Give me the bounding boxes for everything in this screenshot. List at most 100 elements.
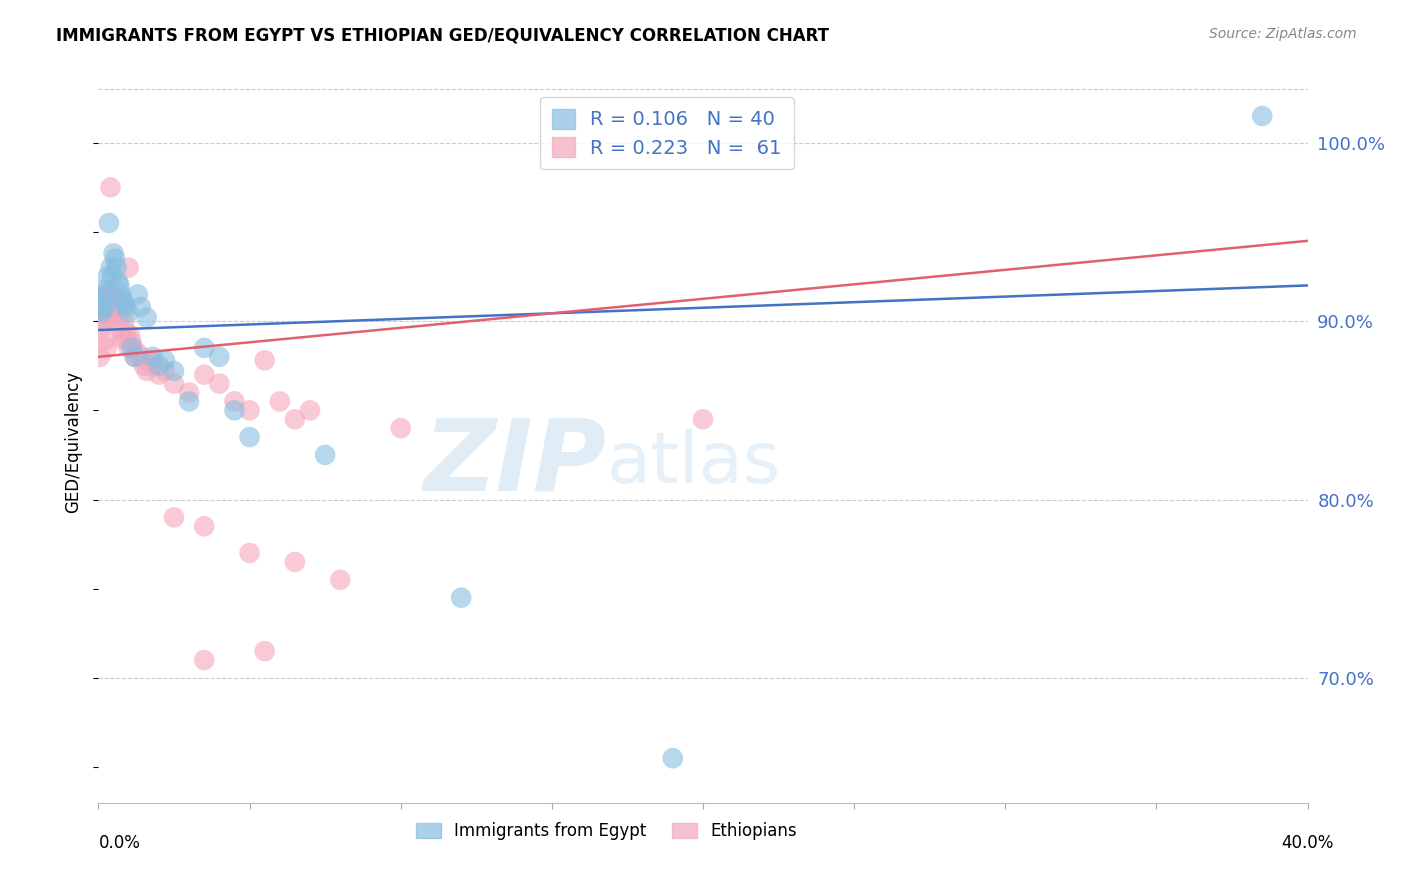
Text: Source: ZipAtlas.com: Source: ZipAtlas.com bbox=[1209, 27, 1357, 41]
Point bbox=[163, 376, 186, 391]
Point bbox=[314, 448, 336, 462]
Legend: Immigrants from Egypt, Ethiopians: Immigrants from Egypt, Ethiopians bbox=[409, 815, 803, 847]
Text: atlas: atlas bbox=[606, 429, 780, 498]
Point bbox=[148, 368, 170, 382]
Point bbox=[107, 275, 129, 289]
Point bbox=[661, 751, 683, 765]
Text: 0.0%: 0.0% bbox=[98, 834, 141, 852]
Y-axis label: GED/Equivalency: GED/Equivalency bbox=[65, 370, 83, 513]
Point bbox=[93, 296, 115, 310]
Point bbox=[153, 353, 176, 368]
Point bbox=[105, 300, 128, 314]
Point bbox=[107, 296, 129, 310]
Point bbox=[193, 341, 215, 355]
Point bbox=[104, 293, 127, 307]
Point bbox=[114, 323, 136, 337]
Point bbox=[284, 555, 307, 569]
Point bbox=[153, 364, 176, 378]
Point bbox=[89, 350, 111, 364]
Point bbox=[94, 300, 117, 314]
Point bbox=[110, 323, 132, 337]
Point bbox=[98, 287, 121, 301]
Point bbox=[112, 314, 135, 328]
Point bbox=[224, 394, 246, 409]
Point bbox=[96, 332, 118, 346]
Point bbox=[93, 287, 115, 301]
Point bbox=[100, 180, 122, 194]
Point bbox=[89, 296, 111, 310]
Point bbox=[389, 421, 412, 435]
Point bbox=[120, 328, 142, 343]
Point bbox=[103, 314, 125, 328]
Point bbox=[127, 287, 149, 301]
Point bbox=[118, 341, 141, 355]
Point bbox=[105, 260, 128, 275]
Point bbox=[142, 350, 165, 364]
Point bbox=[129, 300, 152, 314]
Point bbox=[269, 394, 291, 409]
Point bbox=[101, 269, 124, 284]
Point bbox=[253, 353, 276, 368]
Point bbox=[121, 335, 143, 350]
Point bbox=[98, 296, 121, 310]
Point bbox=[91, 296, 114, 310]
Point bbox=[129, 350, 152, 364]
Point bbox=[179, 394, 201, 409]
Point bbox=[121, 341, 143, 355]
Point bbox=[93, 301, 115, 316]
Point bbox=[91, 287, 114, 301]
Point bbox=[124, 350, 146, 364]
Point bbox=[110, 287, 132, 301]
Point bbox=[239, 546, 262, 560]
Point bbox=[132, 359, 155, 373]
Point bbox=[94, 282, 117, 296]
Point bbox=[239, 403, 262, 417]
Point bbox=[122, 341, 145, 355]
Point bbox=[179, 385, 201, 400]
Point bbox=[224, 403, 246, 417]
Point bbox=[142, 359, 165, 373]
Point bbox=[692, 412, 714, 426]
Point bbox=[111, 293, 134, 307]
Text: ZIP: ZIP bbox=[423, 415, 606, 512]
Point bbox=[100, 305, 122, 319]
Point bbox=[193, 519, 215, 533]
Point bbox=[111, 332, 134, 346]
Point bbox=[135, 364, 157, 378]
Point bbox=[118, 305, 141, 319]
Point bbox=[127, 346, 149, 360]
Point bbox=[253, 644, 276, 658]
Point bbox=[94, 293, 117, 307]
Point bbox=[90, 300, 112, 314]
Point bbox=[108, 278, 131, 293]
Point bbox=[91, 305, 114, 319]
Point bbox=[1251, 109, 1274, 123]
Point bbox=[104, 252, 127, 266]
Point bbox=[93, 314, 115, 328]
Point bbox=[90, 291, 112, 305]
Point bbox=[96, 341, 118, 355]
Point bbox=[239, 430, 262, 444]
Point bbox=[193, 653, 215, 667]
Point bbox=[91, 305, 114, 319]
Point bbox=[163, 364, 186, 378]
Point bbox=[193, 368, 215, 382]
Text: IMMIGRANTS FROM EGYPT VS ETHIOPIAN GED/EQUIVALENCY CORRELATION CHART: IMMIGRANTS FROM EGYPT VS ETHIOPIAN GED/E… bbox=[56, 27, 830, 45]
Point bbox=[100, 310, 122, 325]
Point bbox=[135, 310, 157, 325]
Point bbox=[208, 350, 231, 364]
Point bbox=[163, 510, 186, 524]
Point bbox=[208, 376, 231, 391]
Point bbox=[114, 300, 136, 314]
Point bbox=[96, 269, 118, 284]
Point bbox=[112, 296, 135, 310]
Point bbox=[329, 573, 352, 587]
Point bbox=[115, 332, 138, 346]
Point bbox=[90, 314, 112, 328]
Point bbox=[124, 350, 146, 364]
Point bbox=[284, 412, 307, 426]
Point bbox=[148, 359, 170, 373]
Point bbox=[139, 353, 162, 368]
Point bbox=[98, 216, 121, 230]
Point bbox=[103, 246, 125, 260]
